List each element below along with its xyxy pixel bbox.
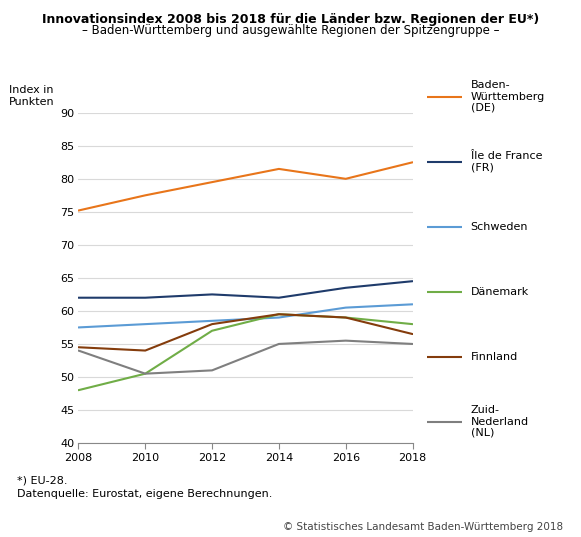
Text: Index in
Punkten: Index in Punkten <box>9 85 55 107</box>
Text: Finnland: Finnland <box>471 352 518 361</box>
Text: Île de France
(FR): Île de France (FR) <box>471 151 542 172</box>
Text: © Statistisches Landesamt Baden-Württemberg 2018: © Statistisches Landesamt Baden-Württemb… <box>284 521 564 532</box>
Text: Dänemark: Dänemark <box>471 287 529 296</box>
Text: Innovationsindex 2008 bis 2018 für die Länder bzw. Regionen der EU*): Innovationsindex 2008 bis 2018 für die L… <box>42 13 539 26</box>
Text: Schweden: Schweden <box>471 222 528 231</box>
Text: Datenquelle: Eurostat, eigene Berechnungen.: Datenquelle: Eurostat, eigene Berechnung… <box>17 489 273 499</box>
Text: – Baden-Württemberg und ausgewählte Regionen der Spitzengruppe –: – Baden-Württemberg und ausgewählte Regi… <box>82 24 499 37</box>
Text: Baden-
Württemberg
(DE): Baden- Württemberg (DE) <box>471 81 545 113</box>
Text: Zuid-
Nederland
(NL): Zuid- Nederland (NL) <box>471 405 529 438</box>
Text: *) EU-28.: *) EU-28. <box>17 475 68 485</box>
